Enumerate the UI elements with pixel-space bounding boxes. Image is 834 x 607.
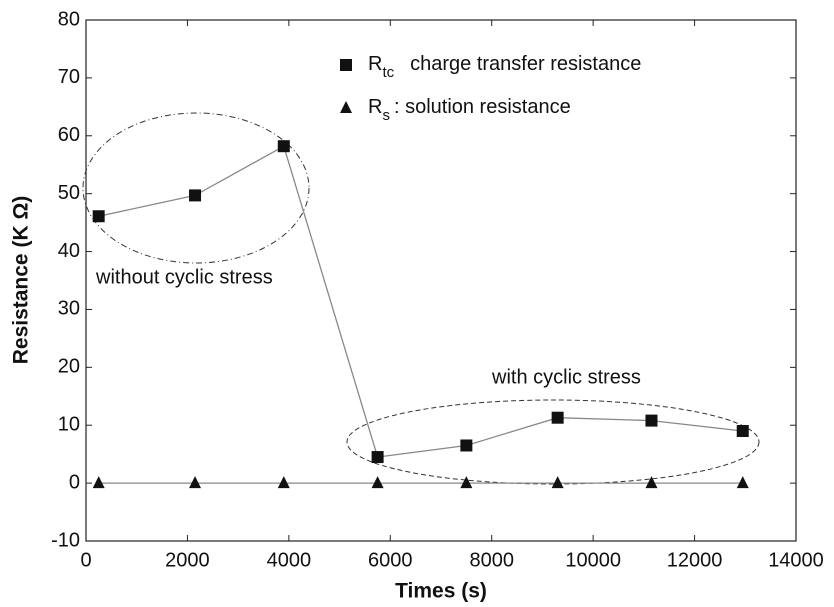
y-tick-label: 50 — [58, 182, 80, 204]
marker — [736, 425, 749, 438]
legend-part: s — [382, 107, 390, 124]
series-line — [98, 145, 743, 458]
x-tick-label: 4000 — [267, 549, 312, 571]
marker — [189, 476, 202, 489]
marker — [645, 476, 658, 489]
marker — [92, 476, 105, 489]
y-tick-label: 40 — [58, 240, 80, 262]
marker — [551, 476, 564, 489]
x-tick-label: 2000 — [165, 549, 210, 571]
marker — [277, 476, 290, 489]
annotation: without cyclic stress — [95, 266, 273, 288]
y-tick-label: 0 — [69, 471, 80, 493]
x-tick-label: 6000 — [368, 549, 413, 571]
marker — [189, 189, 202, 202]
ellipse-right — [346, 399, 760, 485]
plot-frame — [85, 19, 797, 542]
y-tick-label: 80 — [58, 8, 80, 30]
y-tick-label: 10 — [58, 414, 80, 436]
x-tick-label: 0 — [80, 549, 91, 571]
legend-label: Rs: solution resistance — [368, 96, 571, 124]
marker — [277, 140, 290, 153]
ellipse-left — [82, 112, 310, 264]
marker — [340, 59, 352, 71]
x-tick-label: 10000 — [565, 549, 621, 571]
legend-label: Rtc charge transfer resistance — [368, 53, 641, 81]
legend-part: : solution resistance — [394, 96, 571, 118]
legend-part: R — [368, 96, 382, 118]
y-tick-label: 30 — [58, 298, 80, 320]
legend-part: tc — [382, 64, 394, 81]
marker — [340, 101, 352, 113]
marker — [371, 476, 384, 489]
legend-part: R — [368, 53, 382, 75]
marker — [92, 210, 105, 223]
marker — [551, 411, 564, 424]
y-tick-label: 60 — [58, 124, 80, 146]
marker — [645, 414, 658, 427]
y-tick-label: 20 — [58, 356, 80, 378]
y-axis-label: Resistance (K Ω) — [10, 196, 33, 365]
x-tick-label: 12000 — [667, 549, 723, 571]
annotation: with cyclic stress — [491, 366, 641, 388]
marker — [460, 439, 473, 452]
x-tick-label: 8000 — [469, 549, 514, 571]
x-tick-label: 14000 — [768, 549, 824, 571]
x-axis-label: Times (s) — [395, 580, 487, 603]
marker — [371, 451, 384, 464]
legend-part: charge transfer resistance — [410, 53, 641, 75]
y-tick-label: -10 — [51, 529, 80, 551]
y-tick-label: 70 — [58, 66, 80, 88]
marker — [736, 476, 749, 489]
marker — [460, 476, 473, 489]
